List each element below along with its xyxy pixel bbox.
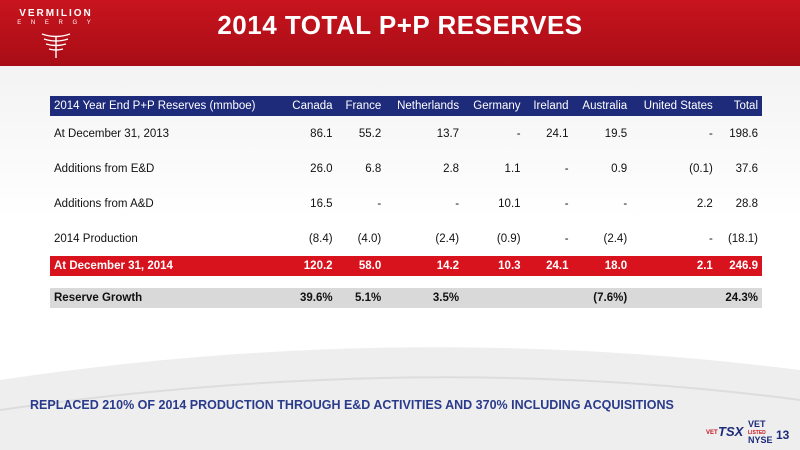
table-cell: 14.2: [385, 256, 464, 276]
logo-name: VERMILION: [19, 8, 93, 19]
table-cell: 6.8: [365, 162, 382, 175]
table-cell: 2.1: [631, 256, 717, 276]
table-cell: (4.0): [357, 232, 382, 245]
table-cell: (8.4): [308, 232, 333, 245]
table-cell: 86.1: [310, 127, 333, 140]
table-cell: -: [708, 127, 713, 140]
table-cell: 19.5: [604, 127, 628, 140]
table-cell: 55.2: [358, 127, 382, 140]
table-cell: [524, 288, 573, 308]
logo-sunburst-icon: [41, 33, 71, 58]
header-cell-canada: Canada: [282, 96, 337, 116]
growth-row: Reserve Growth 39.6% 5.1% 3.5% (7.6%) 24…: [50, 288, 762, 308]
table-cell: -: [564, 162, 569, 175]
stock-ticker: VET TSX VET LISTED NYSE: [706, 420, 784, 446]
table-cell: [631, 288, 717, 308]
ticker-tsx: TSX: [718, 424, 744, 439]
header-band: [0, 0, 800, 66]
row-label: At December 31, 2013: [54, 127, 170, 140]
table-cell: [463, 288, 525, 308]
table-cell: -: [455, 197, 460, 210]
vermilion-logo: VERMILION E N E R G Y: [0, 0, 112, 66]
table-cell: 18.0: [572, 256, 632, 276]
total-row: At December 31, 2014 120.2 58.0 14.2 10.…: [50, 256, 762, 276]
table-cell: 120.2: [282, 256, 337, 276]
table-cell: (0.9): [496, 232, 521, 245]
table-cell: 10.3: [463, 256, 525, 276]
table-cell: 198.6: [729, 127, 758, 140]
reserves-table: 2014 Year End P+P Reserves (mmboe) Canad…: [50, 96, 762, 308]
ticker-nyse: NYSE: [748, 435, 773, 445]
table-row: At December 31, 2013 86.1 55.2 13.7 - 24…: [50, 116, 762, 151]
table-cell: -: [623, 197, 628, 210]
footer-note: REPLACED 210% OF 2014 PRODUCTION THROUGH…: [30, 398, 674, 412]
row-label: At December 31, 2014: [50, 256, 283, 276]
table-row: Additions from A&D 16.5 - - 10.1 - - 2.2…: [50, 186, 762, 221]
table-row: Additions from E&D 26.0 6.8 2.8 1.1 - 0.…: [50, 151, 762, 186]
table-cell: 16.5: [310, 197, 333, 210]
table-cell: 37.6: [735, 162, 758, 175]
table-spacer: [50, 276, 762, 288]
page-title: 2014 TOTAL P+P RESERVES: [217, 10, 583, 40]
table-cell: 24.3%: [716, 288, 762, 308]
table-cell: (7.6%): [572, 288, 632, 308]
table-cell: -: [564, 197, 569, 210]
table-header-row: 2014 Year End P+P Reserves (mmboe) Canad…: [50, 96, 762, 116]
table-cell: 24.1: [524, 256, 573, 276]
page-number: 13: [776, 428, 790, 442]
header-cell-germany: Germany: [463, 96, 525, 116]
table-cell: 24.1: [546, 127, 569, 140]
header-cell-france: France: [336, 96, 386, 116]
table-cell: -: [564, 232, 569, 245]
header-cell-label: 2014 Year End P+P Reserves (mmboe): [50, 96, 283, 116]
logo-sub: E N E R G Y: [17, 20, 95, 26]
ticker-listed: LISTED: [748, 430, 766, 436]
table-cell: (18.1): [727, 232, 758, 245]
table-cell: -: [377, 197, 382, 210]
header-cell-total: Total: [716, 96, 762, 116]
ticker-vet-small: VET: [706, 430, 718, 436]
row-label: Reserve Growth: [50, 288, 283, 308]
decorative-swoosh: [0, 347, 800, 450]
row-label: 2014 Production: [54, 232, 138, 245]
header-cell-australia: Australia: [572, 96, 632, 116]
table-cell: -: [516, 127, 521, 140]
header-cell-united-states: United States: [631, 96, 717, 116]
table-cell: (0.1): [689, 162, 713, 175]
table-cell: 13.7: [436, 127, 460, 140]
table-cell: 39.6%: [282, 288, 337, 308]
table-cell: 246.9: [716, 256, 762, 276]
table-cell: 2.2: [696, 197, 713, 210]
row-label: Additions from E&D: [54, 162, 155, 175]
table-cell: (2.4): [435, 232, 460, 245]
table-cell: 0.9: [611, 162, 628, 175]
table-cell: 10.1: [498, 197, 521, 210]
table-cell: 28.8: [735, 197, 758, 210]
row-label: Additions from A&D: [54, 197, 154, 210]
table-cell: 1.1: [504, 162, 521, 175]
table-cell: 26.0: [310, 162, 333, 175]
table-cell: 3.5%: [385, 288, 464, 308]
header-cell-netherlands: Netherlands: [385, 96, 464, 116]
table-cell: -: [708, 232, 713, 245]
table-row: 2014 Production (8.4) (4.0) (2.4) (0.9) …: [50, 221, 762, 256]
ticker-vet: VET: [748, 419, 766, 429]
table-cell: 58.0: [336, 256, 386, 276]
table-cell: (2.4): [603, 232, 628, 245]
table-cell: 5.1%: [336, 288, 386, 308]
header-cell-ireland: Ireland: [524, 96, 573, 116]
table-cell: 2.8: [443, 162, 460, 175]
